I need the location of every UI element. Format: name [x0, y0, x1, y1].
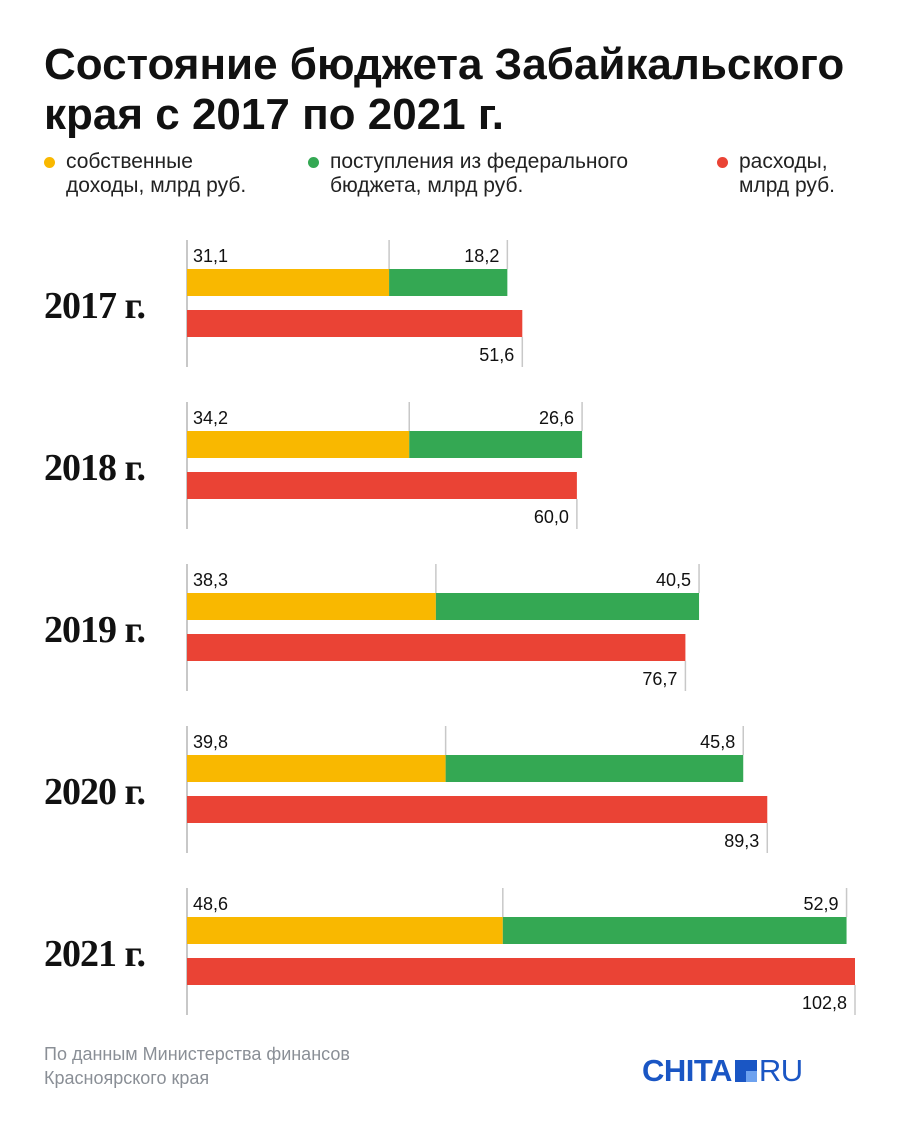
value-label-federal: 52,9 — [804, 894, 839, 914]
value-label-expenses: 76,7 — [642, 669, 677, 689]
bar-federal-transfers — [503, 917, 847, 944]
value-label-expenses: 51,6 — [479, 345, 514, 365]
bar-own-revenue — [187, 269, 389, 296]
bar-federal-transfers — [389, 269, 507, 296]
year-label: 2020 г. — [44, 771, 145, 813]
bar-expenses — [187, 310, 522, 337]
value-label-own: 38,3 — [193, 570, 228, 590]
value-label-expenses: 89,3 — [724, 831, 759, 851]
bar-federal-transfers — [409, 431, 582, 458]
logo-text-ru: RU — [759, 1053, 803, 1089]
bar-expenses — [187, 472, 577, 499]
chita-ru-logo: CHITA RU — [642, 1054, 803, 1088]
bar-expenses — [187, 958, 855, 985]
year-label: 2018 г. — [44, 447, 145, 489]
year-label: 2019 г. — [44, 609, 145, 651]
budget-bar-chart: 31,1 18,2 51,6 2017 г. 34,2 26,6 60,0 2018 г. 38… — [0, 0, 900, 1125]
bar-federal-transfers — [436, 593, 699, 620]
bar-own-revenue — [187, 755, 446, 782]
value-label-federal: 45,8 — [700, 732, 735, 752]
logo-square-icon — [735, 1060, 757, 1082]
value-label-federal: 26,6 — [539, 408, 574, 428]
bar-federal-transfers — [446, 755, 744, 782]
value-label-expenses: 102,8 — [802, 993, 847, 1013]
source-line-2: Красноярского края — [44, 1066, 464, 1090]
source-line-1: По данным Министерства финансов — [44, 1042, 464, 1066]
value-label-federal: 40,5 — [656, 570, 691, 590]
value-label-own: 48,6 — [193, 894, 228, 914]
year-label: 2021 г. — [44, 933, 145, 975]
year-label: 2017 г. — [44, 285, 145, 327]
bar-own-revenue — [187, 431, 409, 458]
value-label-expenses: 60,0 — [534, 507, 569, 527]
value-label-own: 39,8 — [193, 732, 228, 752]
value-label-own: 34,2 — [193, 408, 228, 428]
bar-expenses — [187, 796, 767, 823]
bar-expenses — [187, 634, 685, 661]
bar-own-revenue — [187, 917, 503, 944]
value-label-federal: 18,2 — [464, 246, 499, 266]
logo-text-chita: CHITA — [642, 1053, 732, 1089]
bar-own-revenue — [187, 593, 436, 620]
value-label-own: 31,1 — [193, 246, 228, 266]
source-note: По данным Министерства финансов Краснояр… — [44, 1042, 464, 1090]
